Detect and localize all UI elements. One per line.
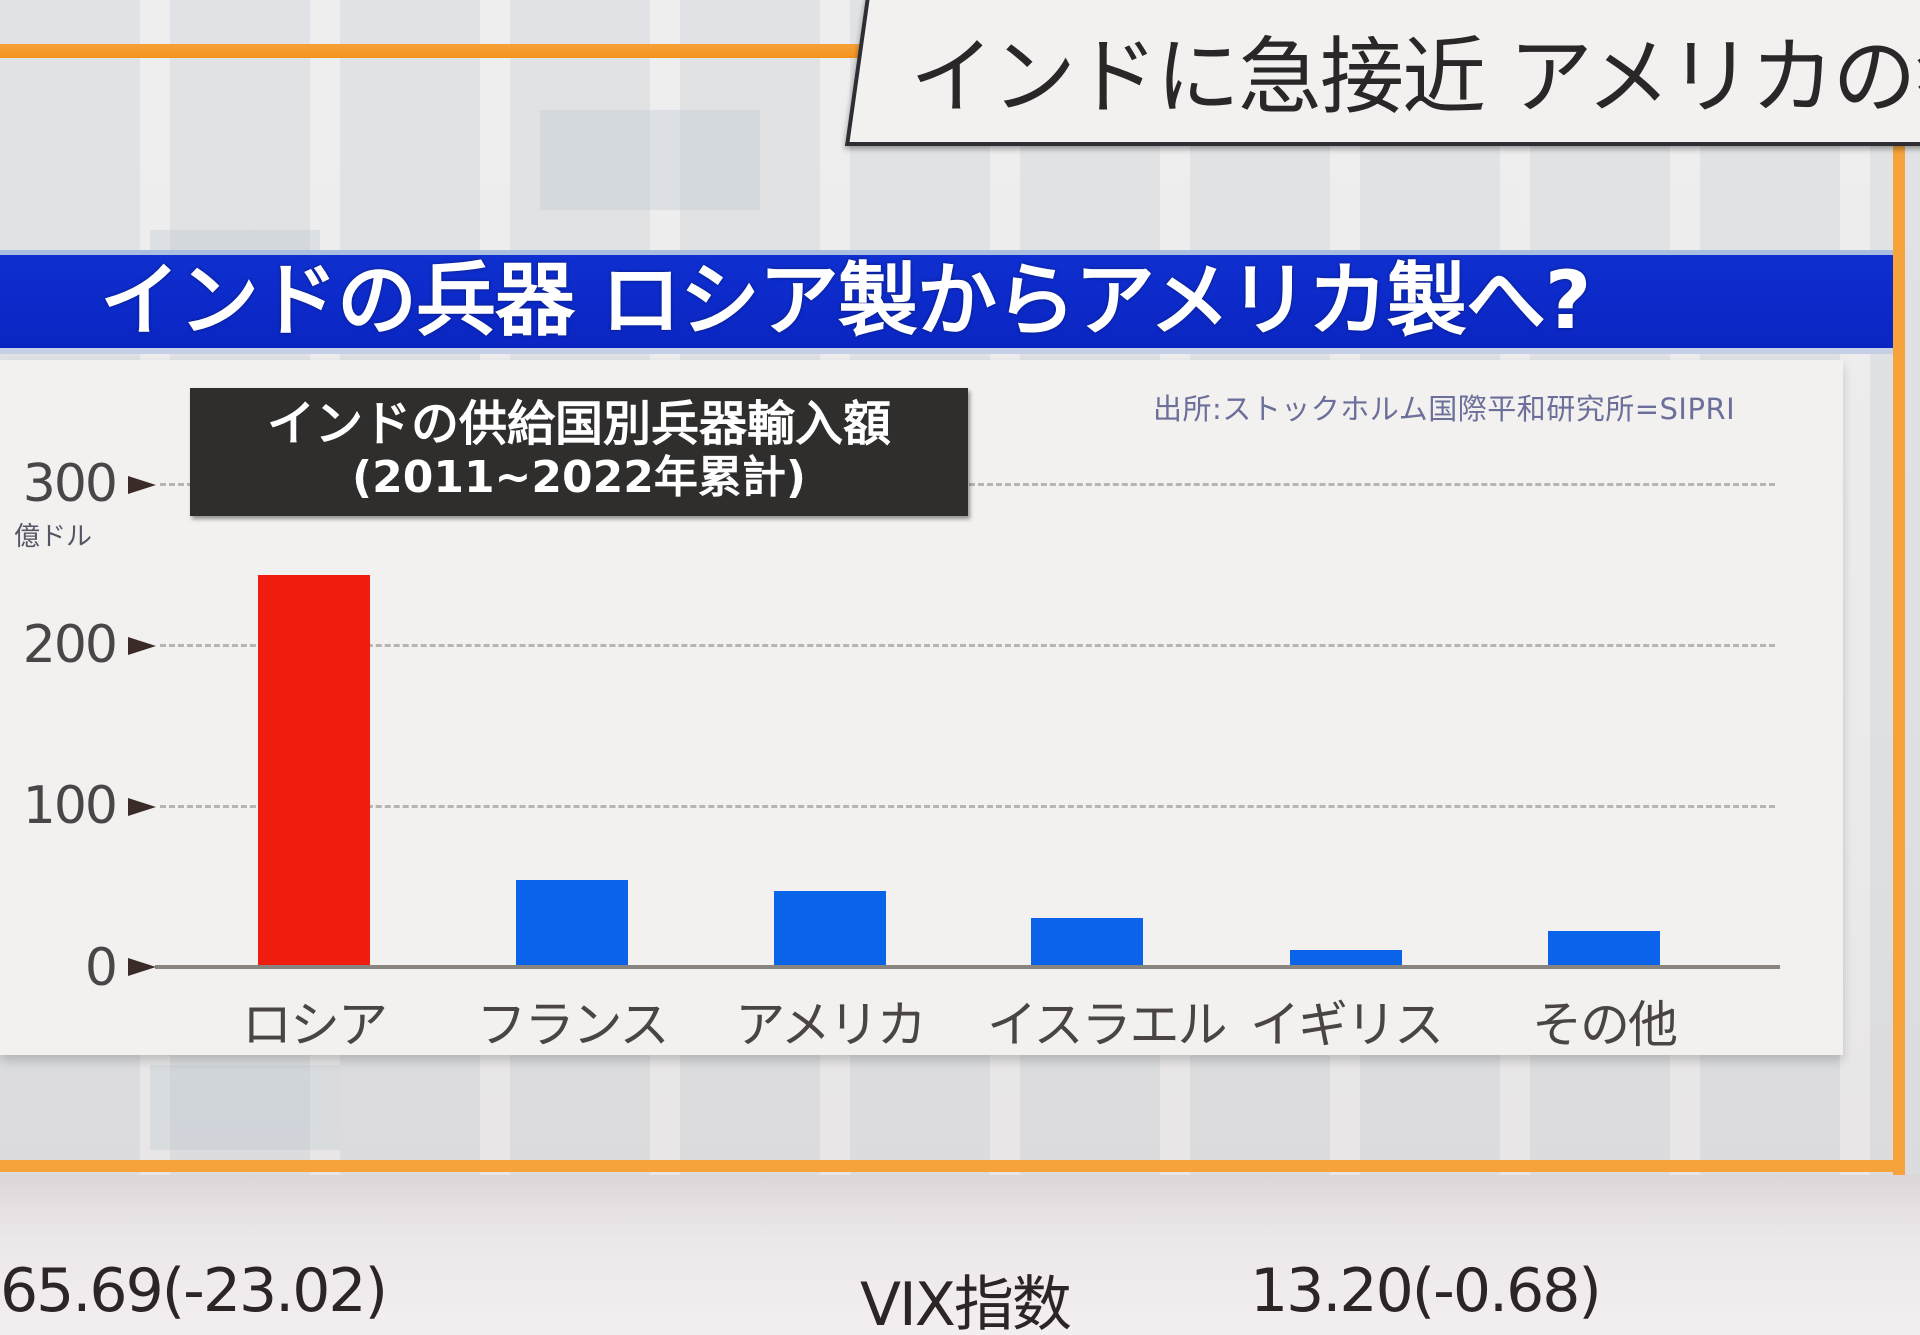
frame-top-border [0, 44, 860, 58]
y-tick-arrow-icon [128, 476, 156, 494]
y-tick-200: 200 [22, 615, 118, 675]
frame-bottom-border [0, 1160, 1905, 1172]
y-tick-0: 0 [84, 938, 118, 998]
banner-title: インドの兵器 ロシア製からアメリカ製へ? [100, 254, 1591, 347]
gridline-100 [160, 805, 1775, 808]
bar-france [516, 880, 628, 965]
y-tick-arrow-icon [128, 637, 156, 655]
chart-title-box: インドの供給国別兵器輸入額 (2011~2022年累計) [190, 388, 968, 516]
chart-source: 出所:ストックホルム国際平和研究所=SIPRI [1153, 392, 1736, 426]
ticker-item-2-label: VIX指数 [860, 1270, 1072, 1335]
x-label-russia: ロシア [242, 996, 388, 1054]
headline-text: インドに急接近 アメリカの狙いは? [910, 28, 1920, 126]
x-axis-line [155, 965, 1780, 969]
bar-israel [1031, 918, 1143, 965]
market-ticker [0, 1175, 1920, 1335]
background-block [150, 230, 320, 250]
bar-russia [258, 575, 370, 965]
gridline-200 [160, 644, 1775, 647]
chart-subtitle: (2011~2022年累計) [351, 452, 806, 503]
x-label-france: フランス [476, 996, 670, 1054]
background-block [540, 110, 760, 210]
bar-others [1548, 931, 1660, 965]
background-block [150, 1065, 340, 1150]
frame-right-border [1893, 145, 1905, 1175]
bar-uk [1290, 950, 1402, 965]
y-tick-300: 300 [22, 454, 118, 514]
ticker-item-2-value: 13.20(-0.68) [1250, 1256, 1602, 1326]
x-label-usa: アメリカ [735, 996, 927, 1054]
x-label-uk: イギリス [1250, 996, 1444, 1054]
chart-title: インドの供給国別兵器輸入額 [266, 396, 891, 452]
y-tick-arrow-icon [128, 798, 156, 816]
x-label-others: その他 [1532, 996, 1678, 1054]
x-label-israel: イスラエル [987, 996, 1228, 1054]
ticker-item-1-value: 65.69(-23.02) [0, 1256, 388, 1326]
y-tick-arrow-icon [128, 958, 156, 976]
y-tick-100: 100 [22, 776, 118, 836]
y-axis-unit: 億ドル [14, 522, 93, 552]
bar-usa [774, 891, 886, 965]
title-banner: インドの兵器 ロシア製からアメリカ製へ? [0, 250, 1893, 354]
